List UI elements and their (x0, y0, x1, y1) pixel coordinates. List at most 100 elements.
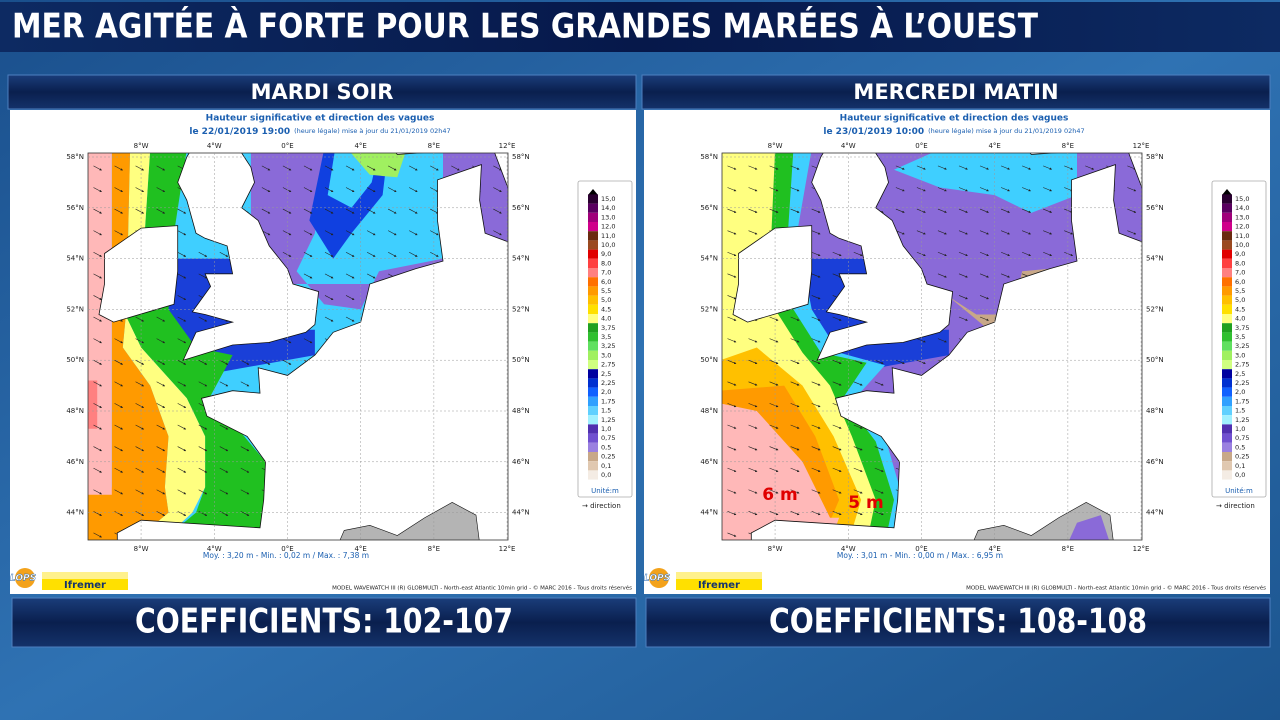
lon-label: 8°E (1062, 142, 1074, 150)
legend-label: 0,1 (1235, 462, 1245, 470)
wave-direction-arrow (979, 316, 989, 321)
legend-swatch (1222, 222, 1232, 232)
wave-direction-arrow (874, 489, 884, 494)
legend-label: 5,0 (1235, 296, 1245, 304)
map-area (88, 153, 508, 540)
wave-direction-arrow (93, 273, 102, 279)
wave-direction-arrow (727, 467, 737, 472)
legend-label: 0,1 (601, 462, 611, 470)
wave-direction-arrow (916, 338, 926, 343)
legend-swatch (588, 277, 598, 287)
wave-direction-arrow (324, 208, 334, 214)
coefficients: COEFFICIENTS: 102-107 (135, 602, 513, 642)
wave-direction-arrow (93, 230, 102, 236)
wave-direction-arrow (135, 359, 145, 365)
wave-direction-arrow (114, 165, 124, 171)
wave-direction-arrow (937, 165, 947, 170)
wave-direction-arrow (409, 208, 418, 214)
wave-direction-arrow (493, 187, 502, 192)
map-stats: Moy. : 3,01 m - Min. : 0,00 m / Max. : 6… (837, 551, 1003, 560)
wave-direction-arrow (93, 295, 102, 300)
wave-direction-arrow (451, 165, 460, 171)
legend-swatch (1222, 387, 1232, 397)
wave-direction-arrow (1127, 208, 1137, 213)
legend-label: 0,25 (601, 453, 615, 461)
wave-direction-arrow (853, 467, 863, 472)
wave-direction-arrow (853, 511, 863, 516)
legend-label: 0,5 (601, 443, 611, 451)
wave-direction-arrow (1000, 208, 1010, 213)
wave-direction-arrow (177, 316, 187, 322)
land (811, 153, 954, 361)
wave-direction-arrow (430, 165, 439, 171)
legend-direction: → direction (1216, 502, 1255, 510)
wave-direction-arrow (727, 316, 737, 321)
wave-direction-arrow (811, 424, 821, 429)
legend-swatch (588, 194, 598, 204)
wave-direction-arrow (177, 489, 187, 495)
wave-direction-arrow (769, 424, 779, 429)
wave-direction-arrow (387, 230, 397, 236)
map-date-note: (heure légale) mise à jour du 21/01/2019… (294, 127, 450, 135)
logo-lops: LOPS (644, 574, 670, 584)
wave-direction-arrow (240, 467, 250, 473)
wave-direction-arrow (895, 359, 905, 365)
logo-band (42, 572, 128, 579)
legend-swatch (588, 222, 598, 232)
wave-direction-arrow (937, 251, 947, 257)
wave-direction-arrow (769, 381, 779, 386)
wave-direction-arrow (727, 511, 737, 516)
wave-height-annotation: 6 m (762, 485, 797, 505)
wave-direction-arrow (177, 273, 187, 279)
lon-label: 4°W (841, 545, 856, 553)
legend-label: 0,0 (1235, 471, 1245, 479)
wave-direction-arrow (198, 446, 208, 452)
wave-direction-arrow (1085, 165, 1095, 170)
wave-direction-arrow (240, 511, 250, 516)
wave-direction-arrow (198, 381, 208, 387)
wave-direction-arrow (93, 532, 102, 538)
wave-direction-arrow (769, 208, 779, 213)
wave-direction-arrow (345, 295, 355, 300)
wave-direction-arrow (240, 489, 250, 495)
lat-label: 50°N (1146, 356, 1164, 364)
legend-swatch (1222, 461, 1232, 471)
legend-swatch (588, 350, 598, 360)
legend-swatch (1222, 249, 1232, 259)
wave-direction-arrow (198, 511, 208, 516)
legend-swatch (1222, 240, 1232, 250)
legend-swatch (1222, 314, 1232, 324)
lat-label: 44°N (66, 509, 84, 517)
wave-direction-arrow (177, 230, 187, 236)
wave-direction-arrow (156, 424, 166, 430)
wave-direction-arrow (261, 208, 271, 214)
wave-direction-arrow (790, 467, 800, 472)
land (750, 164, 1142, 540)
wave-direction-arrow (832, 446, 842, 451)
wave-direction-arrow (769, 316, 779, 321)
wave-direction-arrow (303, 338, 313, 344)
wave-direction-arrow (177, 208, 187, 214)
legend-swatch (588, 323, 598, 333)
lon-label: 4°W (207, 142, 222, 150)
wave-direction-arrow (748, 424, 758, 429)
wave-direction-arrow (198, 424, 208, 430)
logo-band (676, 572, 762, 579)
wave-direction-arrow (430, 230, 439, 236)
wave-direction-arrow (240, 359, 250, 365)
wave-direction-arrow (790, 489, 800, 494)
wave-direction-arrow (135, 338, 145, 344)
wave-direction-arrow (430, 208, 439, 214)
wave-direction-arrow (811, 230, 821, 235)
lon-label: 12°E (1133, 545, 1150, 553)
wave-direction-arrow (727, 338, 737, 343)
wave-direction-arrow (409, 187, 418, 192)
legend-label: 12,0 (601, 223, 615, 231)
wave-direction-arrow (219, 381, 229, 387)
legend-swatch (588, 369, 598, 379)
wave-zone (88, 380, 98, 429)
legend-label: 3,75 (1235, 324, 1249, 332)
legend-label: 1,25 (1235, 416, 1249, 424)
wave-direction-arrow (769, 187, 779, 192)
wave-direction-arrow (811, 381, 821, 386)
